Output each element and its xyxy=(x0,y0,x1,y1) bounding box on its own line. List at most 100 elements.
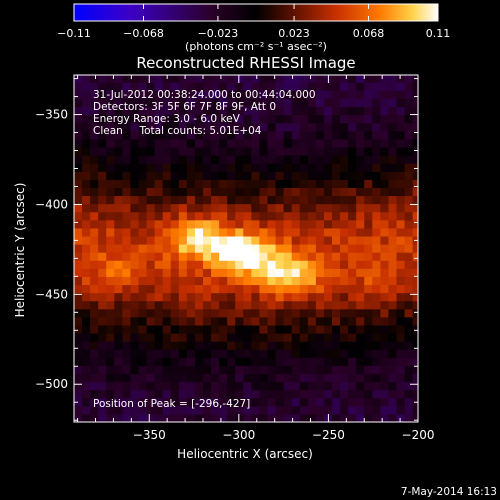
heatmap-cell xyxy=(106,276,115,286)
heatmap-cell xyxy=(154,349,164,358)
heatmap-cell xyxy=(259,284,269,294)
heatmap-cell xyxy=(291,130,301,140)
heatmap-cell xyxy=(154,397,164,407)
heatmap-cell xyxy=(388,219,398,229)
heatmap-cell xyxy=(315,114,325,124)
heatmap-cell xyxy=(114,227,123,237)
heatmap-cell xyxy=(106,211,115,221)
heatmap-cell xyxy=(356,324,365,334)
heatmap-cell xyxy=(372,268,381,277)
heatmap-cell xyxy=(178,163,188,172)
heatmap-cell xyxy=(219,300,228,310)
heatmap-cell xyxy=(291,373,301,383)
colorbar-tick-label: −0.11 xyxy=(57,27,91,40)
heatmap-cell xyxy=(186,130,196,140)
heatmap-cell xyxy=(98,163,107,172)
heatmap-cell xyxy=(114,333,123,342)
heatmap-cell xyxy=(348,235,357,245)
heatmap-cell xyxy=(283,203,293,213)
colorbar-gradient xyxy=(73,3,439,22)
heatmap-cell xyxy=(203,163,212,172)
heatmap-cell xyxy=(186,244,196,253)
heatmap-cell xyxy=(396,114,406,124)
heatmap-cell xyxy=(170,244,180,253)
heatmap-cell xyxy=(194,268,204,277)
heatmap-cell xyxy=(364,252,373,261)
heatmap-cell xyxy=(372,284,381,294)
heatmap-cell xyxy=(259,163,269,172)
heatmap-cell xyxy=(227,268,236,277)
heatmap-cell xyxy=(122,171,132,180)
heatmap-cell xyxy=(323,155,333,164)
heatmap-cell xyxy=(267,122,277,132)
heatmap-cell xyxy=(251,98,261,108)
heatmap-cell xyxy=(178,155,188,164)
heatmap-cell xyxy=(412,260,418,269)
heatmap-cell xyxy=(380,75,390,83)
heatmap-cell xyxy=(315,349,325,358)
heatmap-cell xyxy=(178,413,188,422)
heatmap-cell xyxy=(106,122,115,132)
heatmap-cell xyxy=(323,130,333,140)
heatmap-cell xyxy=(122,227,132,237)
heatmap-cell xyxy=(291,187,301,197)
heatmap-cell xyxy=(323,235,333,245)
heatmap-cell xyxy=(315,179,325,188)
heatmap-cell xyxy=(412,138,418,148)
heatmap-cell xyxy=(291,365,301,375)
heatmap-cell xyxy=(372,114,381,124)
heatmap-cell xyxy=(178,227,188,237)
heatmap-cell xyxy=(259,90,269,99)
heatmap-cell xyxy=(194,284,204,294)
heatmap-cell xyxy=(106,308,115,318)
heatmap-cell xyxy=(315,373,325,383)
heatmap-cell xyxy=(98,130,107,140)
heatmap-cell xyxy=(170,365,180,375)
heatmap-cell xyxy=(332,106,341,116)
heatmap-cell xyxy=(267,163,277,172)
heatmap-cell xyxy=(259,114,269,124)
heatmap-cell xyxy=(364,260,373,269)
heatmap-cell xyxy=(106,324,115,334)
heatmap-cell xyxy=(243,357,252,366)
heatmap-cell xyxy=(194,227,204,237)
heatmap-cell xyxy=(315,292,325,302)
heatmap-cell xyxy=(186,235,196,245)
heatmap-cell xyxy=(251,138,261,148)
heatmap-cell xyxy=(74,122,83,132)
heatmap-cell xyxy=(315,413,325,422)
heatmap-cell xyxy=(178,260,188,269)
heatmap-cell xyxy=(211,300,220,310)
heatmap-cell xyxy=(404,397,414,407)
heatmap-cell xyxy=(186,292,196,302)
heatmap-cell xyxy=(332,75,341,83)
heatmap-cell xyxy=(219,122,228,132)
heatmap-cell xyxy=(332,82,341,91)
heatmap-cell xyxy=(98,324,107,334)
heatmap-cell xyxy=(194,365,204,375)
heatmap-cell xyxy=(388,308,398,318)
heatmap-cell xyxy=(251,349,261,358)
heatmap-cell xyxy=(243,268,252,277)
heatmap-cell xyxy=(82,122,91,132)
heatmap-cell xyxy=(412,349,418,358)
heatmap-cell xyxy=(162,179,172,188)
heatmap-cell xyxy=(114,316,123,326)
heatmap-cell xyxy=(138,75,148,83)
heatmap-cell xyxy=(380,252,390,261)
heatmap-cell xyxy=(227,106,236,116)
heatmap-cell xyxy=(219,308,228,318)
heatmap-cell xyxy=(122,195,132,205)
heatmap-cell xyxy=(315,219,325,229)
heatmap-cell xyxy=(194,82,204,91)
heatmap-cell xyxy=(170,357,180,366)
heatmap-cell xyxy=(219,324,228,334)
heatmap-cell xyxy=(227,333,236,342)
heatmap-cell xyxy=(114,324,123,334)
heatmap-cell xyxy=(138,292,148,302)
heatmap-cell xyxy=(380,365,390,375)
heatmap-cell xyxy=(178,130,188,140)
heatmap-cell xyxy=(364,179,373,188)
heatmap-cell xyxy=(404,413,414,422)
heatmap-cell xyxy=(267,219,277,229)
